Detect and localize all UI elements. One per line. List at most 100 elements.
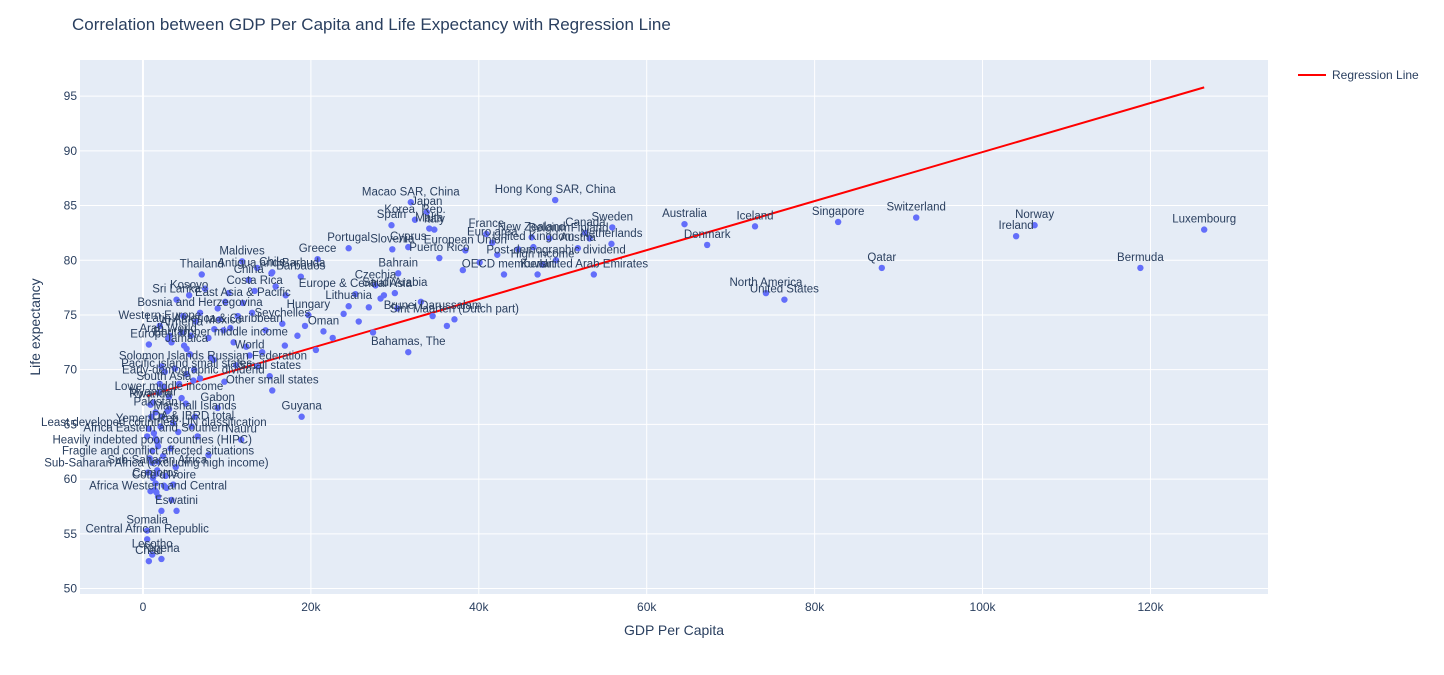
data-point[interactable] bbox=[253, 264, 261, 272]
data-point[interactable] bbox=[281, 342, 289, 349]
data-point[interactable] bbox=[431, 226, 438, 233]
data-point[interactable] bbox=[389, 246, 396, 253]
data-point[interactable] bbox=[297, 273, 305, 280]
data-point[interactable] bbox=[159, 452, 167, 460]
data-point[interactable] bbox=[167, 445, 174, 452]
data-point[interactable] bbox=[182, 400, 189, 407]
data-point[interactable] bbox=[162, 472, 169, 480]
data-point[interactable] bbox=[234, 312, 242, 320]
data-point[interactable] bbox=[158, 507, 165, 515]
data-point[interactable] bbox=[149, 399, 157, 406]
data-point[interactable] bbox=[266, 373, 273, 380]
data-point[interactable] bbox=[1200, 226, 1208, 233]
data-point[interactable] bbox=[394, 270, 402, 277]
data-point[interactable] bbox=[178, 394, 185, 402]
data-point[interactable] bbox=[232, 362, 240, 369]
data-point[interactable] bbox=[198, 271, 205, 278]
data-point[interactable] bbox=[369, 329, 377, 336]
data-point[interactable] bbox=[190, 377, 197, 384]
data-point[interactable] bbox=[269, 387, 276, 394]
legend[interactable]: Regression Line bbox=[1298, 68, 1419, 82]
data-point[interactable] bbox=[154, 443, 162, 450]
data-point[interactable] bbox=[192, 318, 200, 325]
data-point[interactable] bbox=[238, 258, 246, 265]
data-point[interactable] bbox=[494, 251, 501, 258]
data-point[interactable] bbox=[152, 409, 159, 416]
data-point[interactable] bbox=[451, 316, 458, 323]
data-point[interactable] bbox=[269, 269, 276, 276]
data-point[interactable] bbox=[164, 335, 172, 343]
data-point[interactable] bbox=[237, 436, 245, 443]
data-point[interactable] bbox=[227, 324, 234, 332]
data-point[interactable] bbox=[552, 257, 560, 264]
data-point[interactable] bbox=[143, 536, 151, 543]
data-point[interactable] bbox=[246, 352, 253, 359]
data-point[interactable] bbox=[149, 459, 156, 466]
data-point[interactable] bbox=[407, 199, 414, 206]
data-point[interactable] bbox=[185, 292, 193, 299]
data-point[interactable] bbox=[483, 230, 490, 238]
data-point[interactable] bbox=[154, 493, 162, 500]
data-point[interactable] bbox=[239, 299, 247, 307]
data-point[interactable] bbox=[220, 327, 227, 334]
data-point[interactable] bbox=[145, 557, 153, 565]
data-point[interactable] bbox=[388, 222, 395, 229]
data-point[interactable] bbox=[781, 296, 788, 303]
data-point[interactable] bbox=[248, 309, 256, 316]
data-point[interactable] bbox=[515, 246, 522, 253]
data-point[interactable] bbox=[144, 469, 152, 476]
data-point[interactable] bbox=[500, 271, 508, 278]
data-point[interactable] bbox=[272, 283, 279, 290]
data-point[interactable] bbox=[305, 311, 312, 319]
data-point[interactable] bbox=[751, 223, 759, 230]
data-point[interactable] bbox=[158, 363, 165, 370]
data-point[interactable] bbox=[609, 224, 616, 231]
data-point[interactable] bbox=[429, 312, 436, 320]
data-point[interactable] bbox=[282, 292, 289, 299]
data-point[interactable] bbox=[149, 447, 156, 454]
data-point[interactable] bbox=[546, 235, 553, 242]
data-point[interactable] bbox=[155, 389, 163, 396]
data-point[interactable] bbox=[253, 363, 261, 370]
data-point[interactable] bbox=[258, 348, 266, 356]
data-point[interactable] bbox=[161, 368, 168, 376]
data-point[interactable] bbox=[1012, 232, 1020, 240]
data-point[interactable] bbox=[340, 310, 347, 318]
data-point[interactable] bbox=[345, 245, 352, 252]
data-point[interactable] bbox=[165, 393, 173, 401]
data-point[interactable] bbox=[312, 346, 320, 354]
data-point[interactable] bbox=[1031, 222, 1038, 229]
data-point[interactable] bbox=[459, 266, 467, 274]
data-point[interactable] bbox=[168, 496, 175, 504]
data-point[interactable] bbox=[423, 208, 430, 216]
data-point[interactable] bbox=[154, 458, 162, 465]
data-point[interactable] bbox=[345, 303, 352, 310]
data-point[interactable] bbox=[188, 423, 195, 430]
data-point[interactable] bbox=[186, 351, 194, 358]
data-point[interactable] bbox=[169, 481, 177, 488]
data-point[interactable] bbox=[443, 322, 451, 330]
data-point[interactable] bbox=[245, 276, 252, 284]
data-point[interactable] bbox=[534, 271, 541, 278]
data-point[interactable] bbox=[191, 413, 199, 420]
data-point[interactable] bbox=[178, 329, 185, 336]
data-point[interactable] bbox=[405, 348, 412, 356]
data-point[interactable] bbox=[175, 428, 182, 436]
data-point[interactable] bbox=[171, 365, 179, 372]
data-point[interactable] bbox=[214, 305, 221, 312]
data-point[interactable] bbox=[329, 334, 336, 342]
data-point[interactable] bbox=[262, 327, 269, 334]
data-point[interactable] bbox=[405, 243, 412, 251]
data-point[interactable] bbox=[878, 264, 885, 272]
data-point[interactable] bbox=[172, 463, 179, 471]
data-point[interactable] bbox=[201, 285, 209, 292]
data-point[interactable] bbox=[149, 474, 157, 482]
data-point[interactable] bbox=[417, 298, 425, 306]
data-point[interactable] bbox=[221, 378, 228, 385]
data-point[interactable] bbox=[180, 312, 187, 320]
data-point[interactable] bbox=[183, 370, 190, 378]
data-point[interactable] bbox=[913, 214, 920, 221]
data-point[interactable] bbox=[530, 243, 537, 251]
data-point[interactable] bbox=[214, 404, 221, 412]
data-point[interactable] bbox=[159, 413, 166, 420]
